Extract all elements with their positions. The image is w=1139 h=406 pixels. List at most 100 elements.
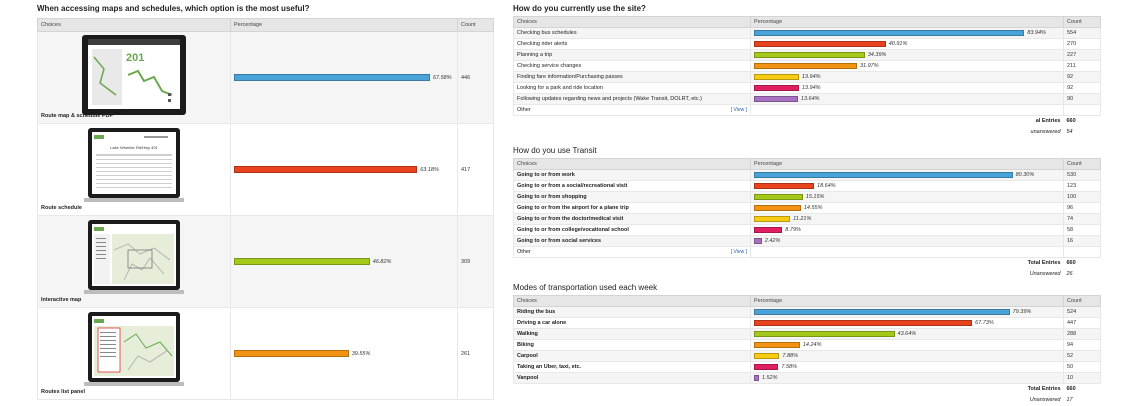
choice-label: Taking an Uber, taxi, etc. bbox=[513, 361, 751, 373]
percentage-value: 34.39% bbox=[867, 51, 887, 58]
percentage-value: 7.88% bbox=[782, 352, 798, 359]
percentage-cell: 46.82% bbox=[230, 215, 458, 308]
percentage-value: 13.64% bbox=[800, 95, 820, 102]
count-cell: 446 bbox=[457, 31, 494, 124]
percentage-bar bbox=[234, 166, 418, 173]
percentage-cell: 83.94% bbox=[750, 27, 1064, 39]
percentage-cell: 39.55% bbox=[230, 307, 458, 400]
percentage-cell: 7.58% bbox=[750, 361, 1064, 373]
table-row: Vanpool 1.52% 10 bbox=[513, 372, 1101, 384]
percentage-value: 8.79% bbox=[785, 226, 801, 233]
choice-label: Other bbox=[517, 107, 531, 113]
percentage-bar bbox=[754, 95, 798, 102]
transit-use-panel: How do you use Transit Choices Percentag… bbox=[513, 146, 1101, 280]
table-row: Going to or from social services 2.42% 1… bbox=[513, 235, 1101, 247]
count-cell: 100 bbox=[1063, 191, 1101, 203]
unanswered-row: unanswered 54 bbox=[513, 126, 1101, 138]
count-cell: 90 bbox=[1063, 93, 1101, 105]
count-cell: 554 bbox=[1063, 27, 1101, 39]
percentage-cell: 1.52% bbox=[750, 372, 1064, 384]
choice-label: Driving a car alone bbox=[513, 317, 751, 329]
table-row: Checking service changes 31.97% 211 bbox=[513, 60, 1101, 72]
choice-label: Vanpool bbox=[513, 372, 751, 384]
table-row: Checking bus schedules 83.94% 554 bbox=[513, 27, 1101, 39]
percentage-bar bbox=[754, 363, 779, 370]
total-entries-value: 660 bbox=[1063, 383, 1101, 395]
view-link[interactable]: [ View ] bbox=[730, 107, 747, 113]
percentage-bar bbox=[754, 51, 865, 58]
choice-label: Going to or from a social/recreational v… bbox=[513, 180, 751, 192]
choice-label: Going to or from the airport for a plane… bbox=[513, 202, 751, 214]
count-header: Count bbox=[457, 18, 494, 32]
percentage-value: 40.91% bbox=[888, 40, 908, 47]
percentage-value: 7.58% bbox=[781, 363, 798, 370]
count-cell: 417 bbox=[457, 123, 494, 216]
percentage-cell: 13.94% bbox=[750, 82, 1064, 94]
count-cell bbox=[1063, 104, 1101, 116]
percentage-bar bbox=[754, 352, 780, 359]
count-cell: 227 bbox=[1063, 49, 1101, 61]
choice-label: Walking bbox=[513, 328, 751, 340]
percentage-header: Percentage bbox=[750, 295, 1064, 307]
percentage-value: 14.55% bbox=[803, 204, 823, 211]
count-cell: 270 bbox=[1063, 38, 1101, 50]
count-cell: 74 bbox=[1063, 213, 1101, 225]
table-row: Going to or from college/vocational scho… bbox=[513, 224, 1101, 236]
modes-panel: Modes of transportation used each week C… bbox=[513, 283, 1101, 406]
percentage-cell bbox=[750, 246, 1064, 258]
table-row: Carpool 7.88% 52 bbox=[513, 350, 1101, 362]
percentage-value: 79.39% bbox=[1012, 308, 1032, 315]
view-link[interactable]: [ View ] bbox=[730, 249, 747, 255]
spacer-cell bbox=[513, 383, 751, 395]
pdf-map-thumbnail-icon: 201 bbox=[82, 35, 186, 115]
count-cell: 211 bbox=[1063, 60, 1101, 72]
percentage-value: 63.18% bbox=[420, 166, 439, 173]
percentage-cell: 40.91% bbox=[750, 38, 1064, 50]
count-cell: 52 bbox=[1063, 350, 1101, 362]
choice-label: Going to or from college/vocational scho… bbox=[513, 224, 751, 236]
percentage-bar bbox=[754, 308, 1010, 315]
results-table: Choices Percentage Count Riding the bus … bbox=[513, 295, 1101, 406]
percentage-cell: 43.64% bbox=[750, 328, 1064, 340]
total-entries-value: 660 bbox=[1063, 257, 1101, 269]
unanswered-value: 26 bbox=[1063, 268, 1101, 280]
count-cell: 524 bbox=[1063, 306, 1101, 318]
unanswered-value: 17 bbox=[1063, 394, 1101, 406]
count-cell: 261 bbox=[457, 307, 494, 400]
percentage-value: 14.24% bbox=[802, 341, 822, 348]
percentage-value: 80.30% bbox=[1015, 171, 1035, 178]
table-row: Riding the bus 79.39% 524 bbox=[513, 306, 1101, 318]
percentage-value: 46.82% bbox=[372, 258, 392, 265]
count-cell: 92 bbox=[1063, 82, 1101, 94]
percentage-bar bbox=[754, 237, 762, 244]
choice-label: Other bbox=[517, 249, 531, 255]
percentage-header: Percentage bbox=[230, 18, 458, 32]
percentage-bar bbox=[754, 73, 799, 80]
question-title: When accessing maps and schedules, which… bbox=[37, 4, 310, 13]
choice-label: Looking for a park and ride location bbox=[513, 82, 751, 94]
choice-label: Going to or from work bbox=[513, 169, 751, 181]
unanswered-value: 54 bbox=[1063, 126, 1101, 138]
table-row: Lake Wheeler Rd/Hwy 401 Route schedule 6… bbox=[37, 123, 494, 216]
total-entries-row: Total Entries 660 bbox=[513, 257, 1101, 269]
table-row: Finding fare information/Purchasing pass… bbox=[513, 71, 1101, 83]
spacer-cell bbox=[513, 257, 751, 269]
choices-header: Choices bbox=[513, 16, 751, 28]
choice-label: Following updates regarding news and pro… bbox=[513, 93, 751, 105]
choice-label: Route map & schedule PDF bbox=[41, 113, 113, 119]
percentage-value: 13.94% bbox=[801, 73, 821, 80]
routes-list-thumbnail-icon bbox=[84, 312, 184, 386]
table-row: Following updates regarding news and pro… bbox=[513, 93, 1101, 105]
percentage-cell: 67.73% bbox=[750, 317, 1064, 329]
spacer-cell bbox=[513, 115, 751, 127]
count-cell: 288 bbox=[1063, 328, 1101, 340]
left-survey-panel: When accessing maps and schedules, which… bbox=[37, 4, 494, 400]
percentage-bar bbox=[754, 182, 815, 189]
total-entries-label: al Entries bbox=[750, 115, 1064, 127]
percentage-value: 2.42% bbox=[764, 237, 781, 244]
choices-header: Choices bbox=[513, 295, 751, 307]
percentage-value: 31.97% bbox=[859, 62, 879, 69]
table-row: Going to or from a social/recreational v… bbox=[513, 180, 1101, 192]
percentage-value: 15.15% bbox=[805, 193, 825, 200]
percentage-bar bbox=[754, 330, 895, 337]
